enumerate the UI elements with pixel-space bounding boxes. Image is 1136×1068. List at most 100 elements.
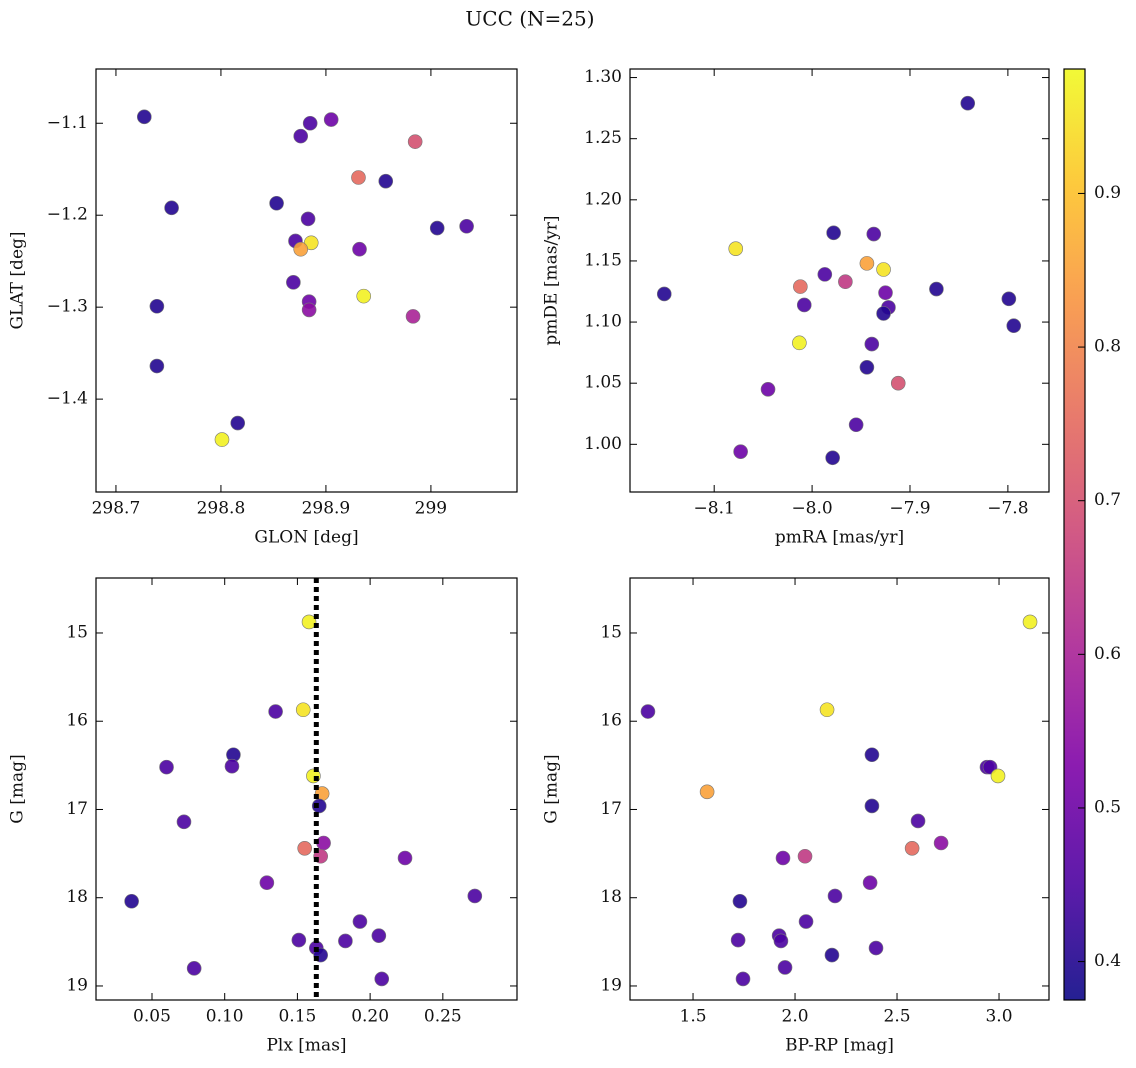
point [862, 875, 878, 891]
y-tick-label: 15 [66, 622, 88, 642]
point [904, 841, 920, 856]
plot-frame [95, 577, 518, 1001]
point [933, 835, 949, 851]
y-tick-label: 16 [600, 711, 622, 731]
point [136, 109, 152, 125]
plot-frame [629, 577, 1050, 1001]
figure-title: UCC (N=25) [465, 7, 594, 31]
point [1001, 291, 1017, 307]
point [735, 971, 751, 987]
point [910, 813, 926, 829]
point [302, 115, 318, 131]
point [732, 893, 748, 909]
point [990, 768, 1006, 784]
y-tick-label: 1.10 [584, 312, 622, 332]
x-axis-label: GLON [deg] [254, 528, 358, 548]
point [825, 450, 840, 466]
point [876, 262, 891, 277]
point [878, 285, 893, 301]
point [124, 893, 139, 909]
point [467, 888, 483, 904]
point [352, 914, 368, 929]
point [303, 235, 319, 251]
point [356, 288, 372, 304]
y-axis-label: G [mag] [542, 754, 562, 823]
point [775, 850, 791, 866]
point [796, 297, 812, 313]
point [338, 933, 353, 949]
point [859, 256, 875, 271]
y-tick-label: 16 [66, 711, 88, 731]
point [176, 814, 192, 830]
colorbar-tick-label: 0.5 [1094, 797, 1121, 817]
y-tick-label: 18 [66, 887, 88, 907]
point [929, 281, 944, 297]
x-tick-label: 0.15 [278, 1007, 316, 1027]
x-tick-label: −7.9 [889, 499, 930, 519]
point [293, 241, 309, 257]
point [371, 928, 387, 943]
colorbar-tick-label: 0.4 [1094, 951, 1121, 971]
y-tick-label: 1.25 [584, 128, 622, 148]
y-tick-label: 15 [600, 622, 622, 642]
y-tick-label: −1.2 [47, 205, 88, 225]
y-tick-label: 1.15 [584, 250, 622, 270]
point [1006, 318, 1022, 334]
point [378, 173, 394, 189]
point [868, 940, 884, 956]
point [960, 95, 976, 111]
x-tick-label: 299 [415, 499, 447, 519]
point [159, 759, 174, 775]
point [792, 335, 807, 351]
point [259, 875, 275, 891]
x-tick-label: 1.5 [680, 1007, 707, 1027]
x-tick-label: 3.0 [985, 1007, 1012, 1027]
x-axis-label: pmRA [mas/yr] [775, 528, 904, 548]
point [864, 336, 880, 352]
point [733, 444, 748, 459]
y-tick-label: 17 [600, 799, 622, 819]
point [214, 432, 230, 447]
point [890, 375, 906, 391]
point [793, 279, 808, 294]
point [301, 302, 317, 318]
x-tick-label: −8.1 [694, 499, 735, 519]
x-tick-label: 298.9 [302, 499, 351, 519]
x-tick-label: 298.8 [197, 499, 246, 519]
colorbar-tick-label: 0.7 [1094, 490, 1121, 510]
point [773, 933, 789, 949]
point [798, 914, 814, 929]
y-tick-label: 19 [600, 975, 622, 995]
y-tick-label: 1.00 [584, 434, 622, 454]
y-axis-label: pmDE [mas/yr] [542, 215, 562, 345]
colorbar-tick-label: 0.8 [1094, 337, 1121, 357]
point [230, 415, 246, 431]
point [640, 704, 656, 719]
point [295, 702, 311, 718]
plot-frame [95, 68, 518, 493]
y-tick-label: −1.3 [47, 297, 88, 317]
y-tick-label: 19 [66, 975, 88, 995]
y-tick-label: 1.20 [584, 189, 622, 209]
point [699, 784, 715, 800]
point [269, 195, 284, 211]
point [351, 170, 366, 185]
x-tick-label: 2.0 [782, 1007, 809, 1027]
colorbar-tick-label: 0.6 [1094, 644, 1121, 664]
point [819, 702, 835, 718]
colorbar-tick-label: 0.9 [1094, 183, 1121, 203]
point [838, 274, 853, 290]
colorbar [1064, 69, 1085, 1000]
x-axis-label: Plx [mas] [266, 1036, 346, 1056]
point [866, 226, 882, 242]
point [1022, 614, 1038, 630]
point [827, 888, 843, 904]
point [848, 417, 864, 433]
point [728, 241, 744, 257]
point [149, 298, 165, 314]
point [777, 960, 793, 975]
y-tick-label: 1.30 [584, 67, 622, 87]
x-tick-label: 0.10 [206, 1007, 244, 1027]
x-tick-label: −7.8 [987, 499, 1028, 519]
